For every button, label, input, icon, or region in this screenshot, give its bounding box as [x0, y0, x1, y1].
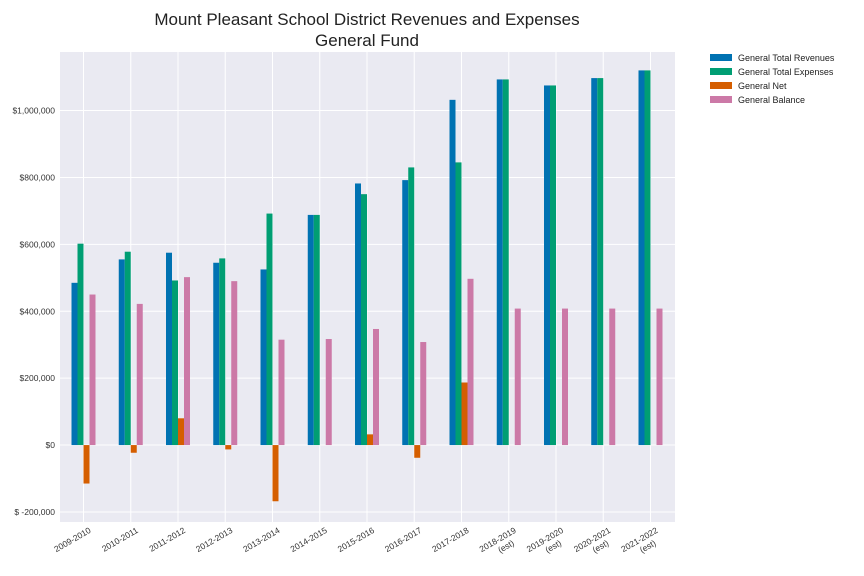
legend-label: General Total Revenues	[738, 53, 835, 63]
x-tick-label: 2018-2019(est)	[478, 525, 523, 563]
legend: General Total Revenues General Total Expe…	[710, 53, 835, 105]
bar	[514, 308, 521, 446]
bar	[118, 259, 125, 446]
y-tick-label: $1,000,000	[12, 106, 55, 116]
x-tick-label: 2011-2012	[147, 525, 187, 554]
bar	[272, 445, 279, 502]
bar	[77, 243, 84, 446]
series-2	[77, 70, 651, 446]
y-tick-label: $0	[46, 440, 56, 450]
x-axis: 2009-2010 2010-2011 2011-2012 2012-2013 2013…	[52, 525, 664, 563]
bar	[313, 214, 320, 446]
legend-swatch	[710, 96, 732, 103]
bar	[562, 308, 568, 446]
legend-label: General Net	[738, 81, 787, 91]
bar	[609, 308, 616, 446]
series-1	[71, 70, 645, 446]
bar	[591, 78, 598, 446]
bar	[656, 308, 663, 446]
bar	[225, 445, 232, 450]
bar	[71, 282, 78, 446]
x-tick-label: 2015-2016	[336, 525, 376, 554]
bar	[361, 194, 367, 446]
bar	[124, 251, 131, 446]
x-tick-label: 2020-2021(est)	[572, 525, 617, 563]
bar	[455, 162, 462, 446]
x-tick-label: 2014-2015	[289, 525, 329, 554]
bar	[166, 252, 172, 446]
bar	[550, 85, 556, 446]
bar	[260, 269, 267, 446]
bar	[219, 258, 226, 446]
x-tick-label: 2010-2011	[100, 525, 140, 554]
bar	[89, 294, 96, 446]
bar	[402, 180, 409, 446]
x-tick-label: 2009-2010	[52, 525, 92, 554]
bar	[373, 328, 379, 446]
y-tick-label: $200,000	[20, 373, 56, 383]
bar	[644, 70, 651, 446]
legend-label: General Balance	[738, 95, 805, 105]
bars	[71, 70, 663, 502]
y-tick-label: $400,000	[20, 306, 56, 316]
bar	[278, 339, 285, 446]
bar	[231, 281, 238, 446]
bar	[449, 99, 456, 446]
chart-title: Mount Pleasant School District Revenues …	[154, 10, 579, 29]
series-3	[83, 382, 657, 502]
bar	[367, 434, 373, 446]
y-tick-label: $ -200,000	[14, 507, 55, 517]
bar	[496, 79, 503, 446]
y-tick-label: $600,000	[20, 239, 56, 249]
bar	[420, 342, 427, 446]
bar	[408, 167, 415, 446]
bar	[184, 277, 190, 446]
bar	[638, 70, 645, 446]
x-tick-label: 2017-2018	[430, 525, 470, 554]
chart-subtitle: General Fund	[315, 31, 419, 50]
legend-swatch	[710, 68, 732, 75]
y-axis: $ -200,000 $0 $200,000 $400,000 $600,000 $800…	[12, 106, 55, 517]
x-tick-label: 2013-2014	[241, 525, 281, 554]
bar	[307, 214, 314, 446]
series-4	[89, 277, 663, 446]
bar	[136, 303, 143, 446]
bar	[213, 262, 220, 446]
bar	[461, 382, 468, 446]
bar	[414, 445, 421, 458]
bar	[130, 445, 137, 453]
bar	[325, 339, 332, 446]
x-tick-label: 2021-2022(est)	[619, 525, 664, 563]
bar	[172, 280, 178, 446]
bar	[266, 213, 273, 446]
bar	[467, 278, 474, 446]
bar	[597, 78, 604, 446]
bar	[355, 183, 361, 446]
bar	[83, 445, 90, 484]
legend-label: General Total Expenses	[738, 67, 834, 77]
x-tick-label: 2016-2017	[383, 525, 423, 554]
x-tick-label: 2019-2020(est)	[525, 525, 570, 563]
legend-swatch	[710, 82, 732, 89]
bar	[502, 79, 509, 446]
legend-swatch	[710, 54, 732, 61]
y-tick-label: $800,000	[20, 172, 56, 182]
x-tick-label: 2012-2013	[194, 525, 234, 554]
bar	[178, 418, 184, 446]
bar	[544, 85, 550, 446]
